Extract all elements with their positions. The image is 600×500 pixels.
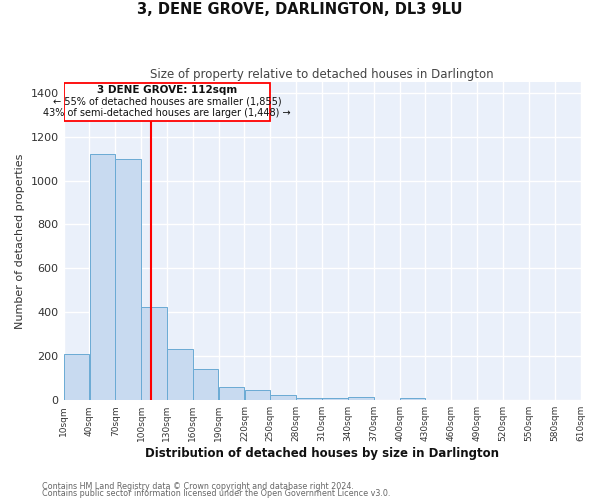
Bar bbox=[141, 307, 167, 400]
X-axis label: Distribution of detached houses by size in Darlington: Distribution of detached houses by size … bbox=[145, 447, 499, 460]
Bar bbox=[167, 348, 193, 400]
Title: Size of property relative to detached houses in Darlington: Size of property relative to detached ho… bbox=[150, 68, 494, 80]
Bar bbox=[64, 354, 89, 400]
Text: 43% of semi-detached houses are larger (1,448) →: 43% of semi-detached houses are larger (… bbox=[43, 108, 291, 118]
Text: ← 55% of detached houses are smaller (1,855): ← 55% of detached houses are smaller (1,… bbox=[53, 96, 281, 106]
Bar bbox=[193, 370, 218, 400]
Bar bbox=[348, 397, 374, 400]
FancyBboxPatch shape bbox=[64, 83, 271, 121]
Bar bbox=[245, 390, 270, 400]
Bar bbox=[219, 387, 244, 400]
Y-axis label: Number of detached properties: Number of detached properties bbox=[15, 154, 25, 328]
Bar bbox=[271, 396, 296, 400]
Text: Contains public sector information licensed under the Open Government Licence v3: Contains public sector information licen… bbox=[42, 489, 391, 498]
Bar bbox=[115, 158, 141, 400]
Text: 3, DENE GROVE, DARLINGTON, DL3 9LU: 3, DENE GROVE, DARLINGTON, DL3 9LU bbox=[137, 2, 463, 18]
Bar bbox=[89, 154, 115, 400]
Text: 3 DENE GROVE: 112sqm: 3 DENE GROVE: 112sqm bbox=[97, 84, 237, 94]
Bar bbox=[400, 398, 425, 400]
Bar bbox=[322, 398, 348, 400]
Bar bbox=[296, 398, 322, 400]
Text: Contains HM Land Registry data © Crown copyright and database right 2024.: Contains HM Land Registry data © Crown c… bbox=[42, 482, 354, 491]
